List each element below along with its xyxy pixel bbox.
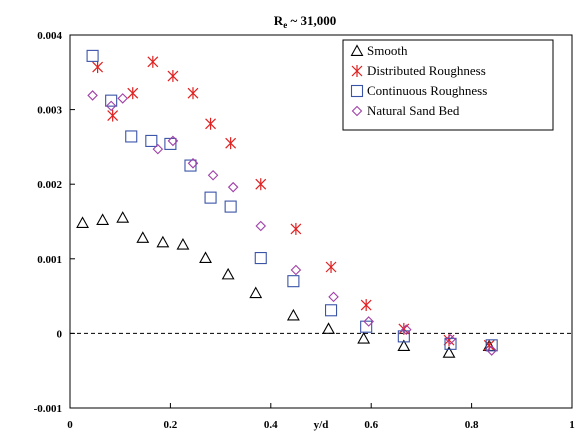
continuous-roughness-point — [224, 200, 237, 213]
smooth-point — [322, 322, 335, 334]
y-tick-label: 0.004 — [37, 30, 62, 42]
natural-sand-bed-point — [87, 90, 98, 101]
continuous-roughness-point — [105, 94, 118, 107]
natural-sand-bed-point — [290, 264, 302, 276]
natural-sand-bed-point — [486, 345, 497, 356]
smooth-point — [156, 235, 170, 248]
legend-label: Smooth — [367, 43, 408, 58]
continuous-roughness-point — [86, 49, 99, 62]
legend-marker — [351, 105, 363, 117]
continuous-roughness-point — [287, 275, 300, 288]
natural-sand-bed-point — [328, 291, 339, 303]
legend: Smooth Distributed Roughness Continuous Ro… — [342, 39, 554, 131]
distributed-roughness-point — [147, 55, 159, 68]
legend-label: Distributed Roughness — [367, 63, 486, 78]
legend-item-continuous-roughness: Continuous Roughness — [350, 83, 487, 98]
distributed-roughness-point — [205, 117, 216, 130]
smooth-point — [357, 331, 371, 344]
smooth-point — [397, 339, 411, 352]
distributed-roughness-point — [255, 178, 267, 191]
legend-box — [342, 39, 554, 131]
legend-item-natural-sand-bed: Natural Sand Bed — [351, 103, 460, 118]
smooth-point — [249, 286, 263, 299]
distributed-roughness-point — [167, 70, 179, 83]
smooth-point — [286, 308, 300, 321]
x-tick-label: 0.2 — [164, 419, 178, 431]
x-axis-label: y/d — [314, 419, 329, 431]
distributed-roughness-point — [325, 261, 337, 274]
legend-item-smooth: Smooth — [350, 43, 408, 58]
chart-title-sub: e — [283, 20, 287, 30]
continuous-roughness-point — [254, 252, 267, 265]
legend-label: Continuous Roughness — [367, 83, 487, 98]
y-tick-label: 0.003 — [37, 105, 62, 117]
natural-sand-bed-point — [187, 158, 199, 169]
natural-sand-bed-point — [227, 181, 239, 193]
distributed-roughness-point — [127, 87, 139, 100]
x-tick-label: 0.6 — [364, 419, 378, 431]
distributed-roughness-point — [92, 61, 104, 74]
y-tick-label: 0.002 — [37, 179, 62, 191]
x-tick-label: 0 — [67, 419, 73, 431]
continuous-roughness-point — [145, 134, 158, 147]
natural-sand-bed-point — [363, 316, 374, 327]
legend-label: Natural Sand Bed — [367, 103, 460, 118]
smooth-point — [176, 237, 190, 250]
natural-sand-bed-point — [401, 324, 412, 335]
continuous-roughness-point — [485, 339, 498, 352]
smooth-point — [221, 267, 235, 280]
smooth-point — [442, 346, 456, 358]
y-tick-label: 0 — [57, 328, 63, 340]
natural-sand-bed-point — [152, 143, 164, 155]
y-tick-label: 0.001 — [37, 254, 62, 266]
x-tick-label: 1 — [569, 419, 575, 431]
natural-sand-bed-point — [117, 93, 128, 104]
natural-sand-bed-point — [105, 100, 117, 112]
legend-marker — [351, 65, 363, 77]
natural-sand-bed-point — [207, 169, 219, 181]
distributed-roughness-point — [225, 137, 237, 150]
legend-item-distributed-roughness: Distributed Roughness — [351, 63, 486, 78]
distributed-roughness-point — [187, 87, 199, 100]
continuous-roughness-point — [444, 337, 457, 350]
x-tick-label: 0.4 — [264, 419, 278, 431]
chart-title: Re ~ 31,000 — [274, 13, 336, 30]
natural-sand-bed-point — [167, 135, 179, 147]
legend-marker — [350, 44, 364, 56]
legend-marker — [350, 84, 364, 98]
continuous-roughness-point — [324, 304, 338, 317]
distributed-roughness-point — [107, 109, 119, 122]
smooth-point — [96, 213, 110, 225]
x-tick-label: 0.8 — [465, 419, 479, 431]
continuous-roughness-point — [204, 191, 217, 204]
continuous-roughness-point — [125, 130, 138, 143]
continuous-roughness-point — [360, 320, 373, 333]
y-tick-label: -0.001 — [34, 403, 62, 415]
natural-sand-bed-point — [255, 220, 267, 232]
smooth-point — [199, 251, 212, 264]
smooth-point — [116, 211, 130, 223]
distributed-roughness-point — [360, 299, 372, 312]
chart-title-rest: ~ 31,000 — [287, 13, 336, 28]
natural-sand-bed-point — [445, 334, 456, 345]
smooth-point — [136, 231, 150, 243]
chart-title-main: R — [274, 13, 284, 28]
smooth-point — [76, 216, 89, 228]
distributed-roughness-point — [290, 222, 302, 235]
series-natural-sand-bed — [87, 90, 497, 356]
